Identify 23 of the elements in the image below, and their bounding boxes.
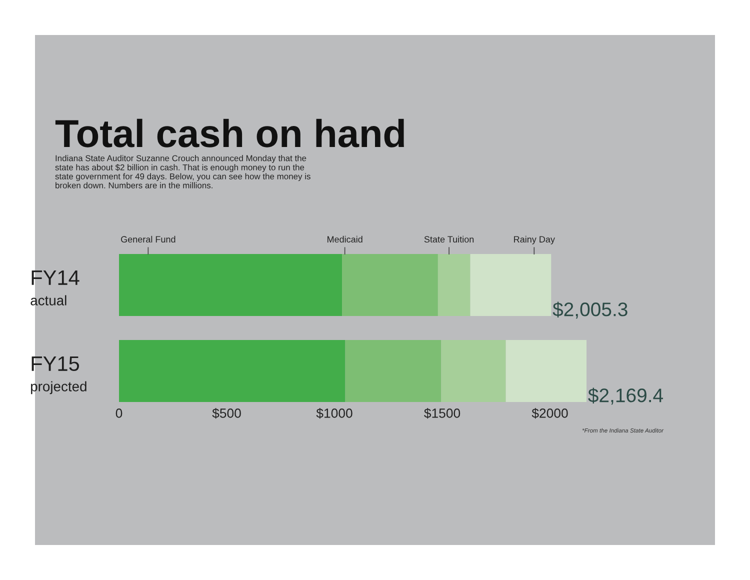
chart-title: Total cash on hand xyxy=(55,118,404,148)
series-label: General Fund xyxy=(121,236,176,243)
total-label: $2,169.4 xyxy=(588,388,664,405)
x-tick-label: 0 xyxy=(116,408,122,418)
bar xyxy=(119,254,342,316)
x-tick-label: $1000 xyxy=(316,408,352,419)
bar xyxy=(470,254,552,316)
bar xyxy=(438,254,470,316)
bar xyxy=(342,254,438,316)
bar xyxy=(441,340,506,402)
series-label: State Tuition xyxy=(424,236,474,243)
bar xyxy=(506,340,586,402)
y-tick-label: FY14 actual xyxy=(30,270,80,306)
chart-subtitle: Indiana State Auditor Suzanne Crouch announced Monday that the state has about $2 billion in cash. That is enough money to run the state government for 49 days. Below, you can see how the money is broken down. Numbers are in the millions. xyxy=(55,155,310,188)
total-label: $2,005.3 xyxy=(552,302,628,319)
x-tick-label: $2000 xyxy=(532,408,568,419)
x-tick-label: $1500 xyxy=(424,408,460,419)
series-label: Medicaid xyxy=(327,236,362,243)
y-tick-label: FY15 projected xyxy=(31,356,86,394)
bar xyxy=(119,340,346,402)
series-label: Rainy Day xyxy=(514,236,555,244)
bar xyxy=(345,340,442,402)
x-tick-label: $500 xyxy=(212,408,241,419)
